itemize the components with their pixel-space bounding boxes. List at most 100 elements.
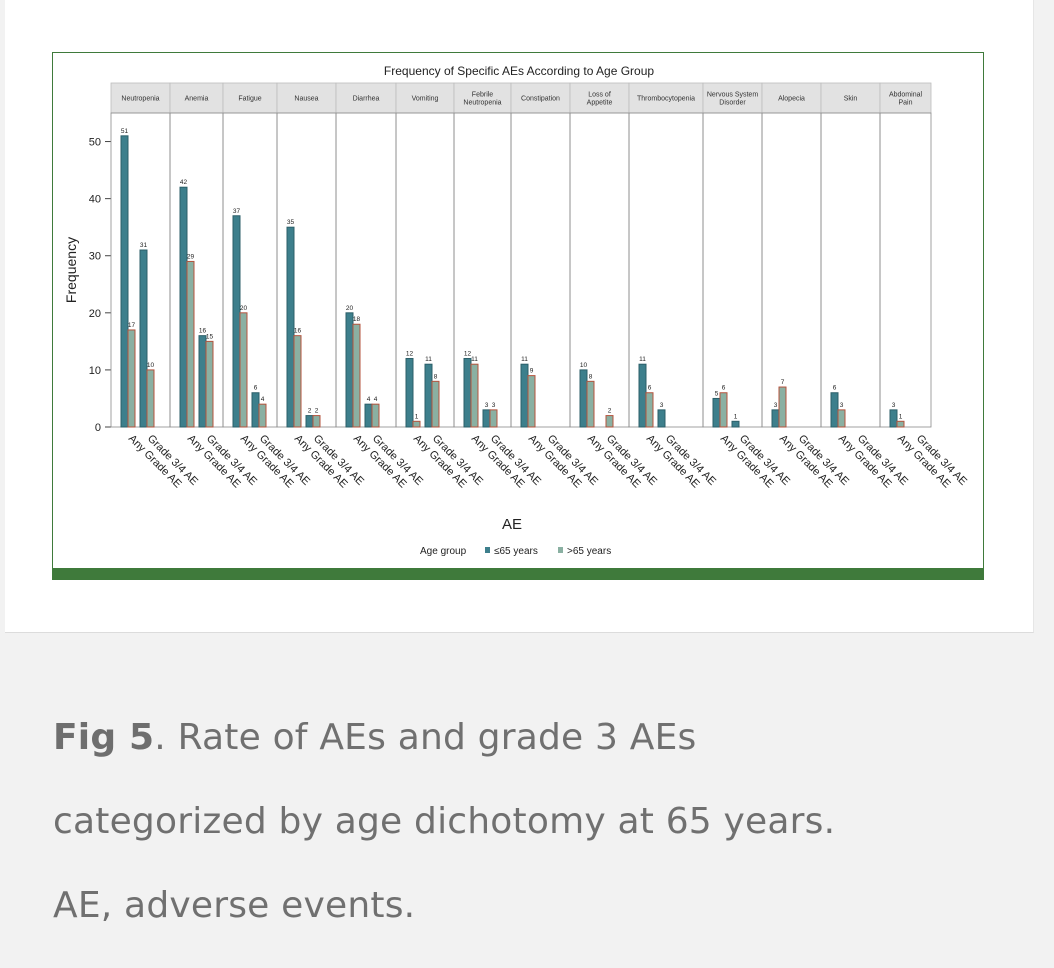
- bar-le65: [771, 409, 780, 428]
- panel-header-label: Skin: [844, 96, 858, 103]
- bar-value-label: 6: [254, 385, 258, 392]
- panel-header-label: Disorder: [719, 100, 746, 107]
- panel-header-label: Neutropenia: [121, 96, 159, 103]
- bar-gt65: [127, 329, 136, 428]
- bar-value-label: 4: [374, 396, 378, 403]
- panel-header: [335, 82, 397, 114]
- bar-value-label: 9: [530, 368, 534, 375]
- panel-frame: [510, 112, 571, 428]
- y-tick-label: 0: [95, 422, 101, 434]
- caption-line-1: Fig 5. Rate of AEs and grade 3 AEs: [53, 696, 1013, 780]
- bar-gt65: [719, 392, 728, 428]
- panel-header-label: Nervous System: [707, 92, 759, 99]
- bar-gt65: [312, 415, 321, 428]
- bar-le65: [198, 335, 207, 428]
- bar-le65: [712, 397, 721, 428]
- panel-header-label: Anemia: [185, 96, 209, 103]
- bar-gt65: [146, 369, 155, 428]
- panel-header-label: Nausea: [294, 96, 318, 103]
- bar-le65: [731, 420, 740, 428]
- bar-gt65: [605, 415, 614, 428]
- bar-le65: [424, 363, 433, 428]
- bar-value-label: 35: [287, 219, 295, 226]
- panel-header-label: Alopecia: [778, 96, 805, 103]
- caption-figure-label: Fig 5: [53, 717, 155, 758]
- legend-swatch-gt65: [558, 547, 563, 553]
- bar-le65: [251, 392, 260, 428]
- bar-le65: [179, 186, 188, 428]
- caption-line-2: categorized by age dichotomy at 65 years…: [53, 801, 836, 842]
- bar-le65: [463, 357, 472, 428]
- bar-le65: [139, 249, 148, 428]
- panel-header-label: Diarrhea: [353, 96, 380, 103]
- y-axis-label: Frequency: [63, 237, 79, 303]
- bar-value-label: 37: [233, 208, 241, 215]
- bar-le65: [657, 409, 666, 428]
- bar-le65: [286, 226, 295, 428]
- legend-swatch-le65: [485, 547, 490, 553]
- y-tick-label: 50: [89, 137, 101, 149]
- bar-le65: [405, 357, 414, 428]
- panel-header-label: Thrombocytopenia: [637, 96, 695, 103]
- chart-title: Frequency of Specific AEs According to A…: [384, 64, 654, 78]
- bar-gt65: [371, 403, 380, 428]
- bar-le65: [579, 369, 588, 428]
- bar-value-label: 4: [367, 396, 371, 403]
- ae-frequency-chart: Frequency of Specific AEs According to A…: [63, 64, 969, 557]
- panel-header-label: Loss of: [588, 92, 611, 99]
- panel-frame: [569, 112, 630, 428]
- x-axis-label: AE: [502, 516, 522, 533]
- bar-gt65: [489, 409, 498, 428]
- caption-line-3: AE, adverse events.: [53, 885, 416, 926]
- bar-value-label: 6: [722, 385, 726, 392]
- bar-value-label: 8: [434, 373, 438, 380]
- bar-gt65: [258, 403, 267, 428]
- bar-value-label: 1: [734, 413, 738, 420]
- panel-header-label: Abdominal: [889, 92, 923, 99]
- bar-gt65: [527, 375, 536, 428]
- panel-frame: [222, 112, 278, 428]
- legend-label-gt65: >65 years: [567, 546, 611, 557]
- legend-title: Age group: [420, 546, 467, 557]
- bar-gt65: [412, 420, 421, 428]
- bar-gt65: [352, 323, 361, 428]
- bar-gt65: [293, 335, 302, 428]
- bar-le65: [482, 409, 491, 428]
- bar-le65: [364, 403, 373, 428]
- bar-value-label: 8: [589, 373, 593, 380]
- panel-header: [222, 82, 278, 114]
- panel-frame: [761, 112, 822, 428]
- bar-value-label: 11: [471, 356, 478, 363]
- bar-value-label: 31: [140, 242, 148, 249]
- bar-le65: [830, 392, 839, 428]
- bar-value-label: 12: [406, 350, 414, 357]
- bar-value-label: 51: [121, 128, 129, 135]
- bar-gt65: [586, 380, 595, 428]
- bar-value-label: 2: [308, 408, 312, 415]
- bar-value-label: 20: [346, 305, 354, 312]
- panel-header: [569, 82, 630, 114]
- panel-frame: [702, 112, 763, 428]
- bar-le65: [889, 409, 898, 428]
- caption-area: [0, 633, 1054, 968]
- bar-gt65: [239, 312, 248, 428]
- figure-bottom-bar: [52, 568, 984, 580]
- bar-value-label: 16: [294, 328, 302, 335]
- chart-figure: Frequency of Specific AEs According to A…: [52, 52, 984, 580]
- y-tick-label: 20: [89, 308, 101, 320]
- bar-value-label: 4: [261, 396, 265, 403]
- bar-value-label: 3: [660, 402, 664, 409]
- panel-header-label: Pain: [898, 100, 912, 107]
- panel-header-label: Vomiting: [412, 96, 439, 103]
- panel-frame: [879, 112, 932, 428]
- bar-value-label: 11: [639, 356, 646, 363]
- panel-header-label: Neutropenia: [463, 100, 501, 107]
- bar-gt65: [837, 409, 846, 428]
- bar-value-label: 17: [128, 322, 136, 329]
- bar-gt65: [186, 260, 195, 428]
- panel-header-label: Fatigue: [238, 96, 261, 103]
- panel-header-label: Constipation: [521, 96, 560, 103]
- bar-value-label: 16: [199, 328, 207, 335]
- panel-header: [510, 82, 571, 114]
- panel-frame: [820, 112, 881, 428]
